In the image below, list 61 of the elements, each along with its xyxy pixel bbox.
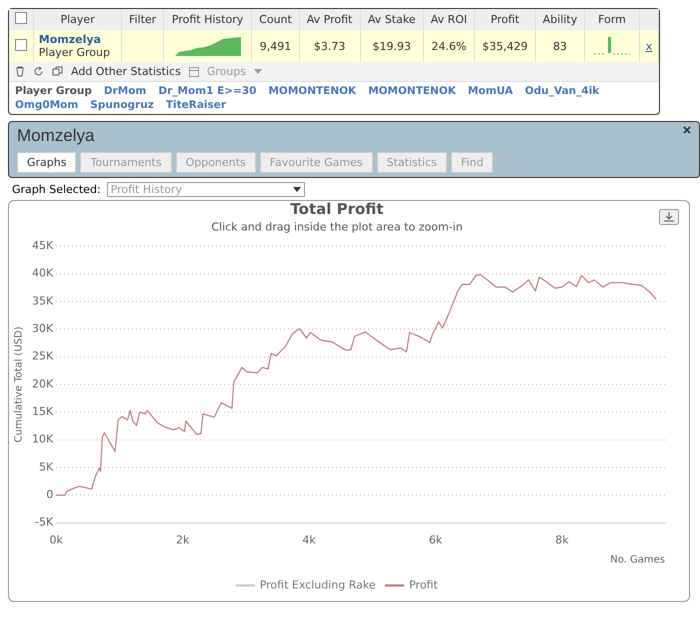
text: x: [646, 40, 652, 52]
text: Player Group: [15, 85, 92, 97]
text: Omg0Mom: [15, 99, 78, 111]
legend-label: Profit: [409, 578, 438, 592]
text: TiteRaiser: [166, 99, 226, 111]
category-label: Av Profit: [299, 9, 360, 30]
text: DrMom: [104, 85, 146, 97]
text: Graphs: [17, 152, 76, 173]
x-tick-label: 8k: [555, 533, 570, 546]
x-tick-label: 6k: [428, 533, 443, 546]
category-label: Av ROI: [423, 9, 475, 30]
category-label: Ability: [535, 9, 585, 30]
text: $19.93: [372, 40, 411, 52]
text: 83: [553, 40, 567, 52]
y-tick-label: 5K: [38, 460, 54, 474]
y-tick-label: 30K: [32, 322, 54, 336]
y-tick-label: 15K: [32, 405, 54, 418]
x-tick-label: 4k: [302, 533, 316, 546]
category-label: Form: [584, 9, 640, 30]
text: Dr_Mom1 E>=30: [158, 85, 256, 97]
y-tick-label: 10K: [32, 432, 54, 446]
y-tick-label: 40K: [32, 266, 54, 280]
text: Odu_Van_4ik: [524, 85, 600, 97]
y-axis-title: Cumulative Total (USD): [14, 326, 25, 442]
y-tick-label: 35K: [32, 294, 54, 308]
text: $3.73: [314, 40, 346, 52]
category-label: Av Stake: [360, 9, 424, 30]
text: MomUA: [468, 85, 513, 97]
category-label: Filter: [122, 9, 164, 30]
text: Opponents: [176, 152, 256, 173]
text: Profit History: [163, 9, 252, 30]
text: Spunogruz: [90, 99, 154, 111]
x-tick-label: 2k: [176, 533, 190, 546]
text: Momzelya Player Group: [38, 33, 110, 59]
text: Profit History: [110, 183, 182, 196]
y-tick-label: 25K: [32, 350, 54, 363]
x-axis-title: No. Games: [610, 554, 665, 566]
category-label: Profit: [474, 9, 536, 30]
text: Groups: [206, 65, 246, 78]
text: Favourite Games: [260, 152, 373, 173]
text: Tournaments: [80, 152, 172, 173]
y-tick-label: 20K: [32, 377, 54, 390]
category-label: Player: [33, 9, 122, 30]
text: 9,491: [260, 40, 292, 52]
chart-subtitle: Click and drag inside the plot area to zoom-in: [211, 220, 463, 234]
text: $35,429: [482, 40, 528, 52]
y-tick-label: 45K: [32, 239, 54, 252]
category-label: Count: [252, 9, 300, 30]
x-tick-label: 0k: [50, 533, 64, 546]
text: MOMONTENOK: [368, 85, 456, 97]
legend-label: Profit Excluding Rake: [260, 578, 376, 592]
y-tick-label: -5K: [35, 516, 54, 529]
text: Graph Selected:: [12, 183, 101, 196]
text: Add Other Statistics: [71, 65, 181, 78]
chart-title: Total Profit: [290, 200, 384, 218]
text: 24.6%: [431, 40, 466, 52]
text: MOMONTENOK: [268, 85, 356, 97]
text: Find: [450, 152, 494, 173]
y-tick-label: 0: [46, 488, 54, 501]
text: Statistics: [376, 152, 447, 173]
text: Momzelya: [17, 126, 94, 146]
